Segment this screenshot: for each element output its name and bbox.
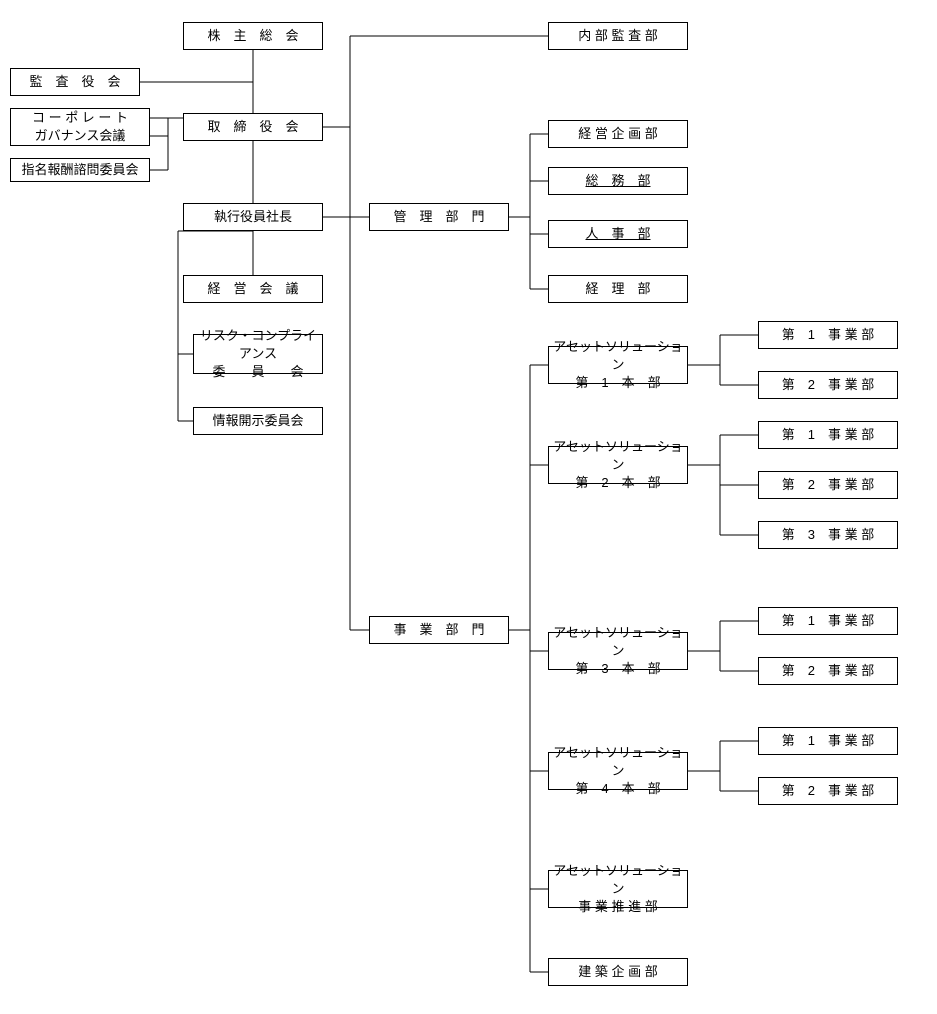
box-a4d2: 第 2 事 業 部 <box>758 777 898 805</box>
label: 第 2 事 業 部 <box>782 662 874 680</box>
label-line1: リスク・コンプライアンス <box>198 327 318 363</box>
box-auditors: 監 査 役 会 <box>10 68 140 96</box>
label-line2: ガバナンス会議 <box>35 127 126 145</box>
label: 経 営 企 画 部 <box>578 125 657 143</box>
box-asset2: アセットソリューション 第 2 本 部 <box>548 446 688 484</box>
label: 第 2 事 業 部 <box>782 376 874 394</box>
label-line2: 第 4 本 部 <box>575 780 660 798</box>
label-line2: 第 3 本 部 <box>575 660 660 678</box>
label: 第 2 事 業 部 <box>782 476 874 494</box>
label: 経 営 会 議 <box>207 280 298 298</box>
box-internal-audit: 内 部 監 査 部 <box>548 22 688 50</box>
box-a4d1: 第 1 事 業 部 <box>758 727 898 755</box>
box-risk: リスク・コンプライアンス 委 員 会 <box>193 334 323 374</box>
label: 第 1 事 業 部 <box>782 326 874 344</box>
box-a2d2: 第 2 事 業 部 <box>758 471 898 499</box>
box-admin: 管 理 部 門 <box>369 203 509 231</box>
label: 管 理 部 門 <box>393 208 484 226</box>
label-line2: 事 業 推 進 部 <box>578 898 657 916</box>
label-line1: アセットソリューション <box>553 862 683 898</box>
box-general-affairs: 総 務 部 <box>548 167 688 195</box>
label-line1: アセットソリューション <box>553 744 683 780</box>
label: 人 事 部 <box>585 225 650 243</box>
box-a1d2: 第 2 事 業 部 <box>758 371 898 399</box>
label: 株 主 総 会 <box>207 27 298 45</box>
box-a2d3: 第 3 事 業 部 <box>758 521 898 549</box>
label: 第 3 事 業 部 <box>782 526 874 544</box>
box-asset-promo: アセットソリューション 事 業 推 進 部 <box>548 870 688 908</box>
box-asset3: アセットソリューション 第 3 本 部 <box>548 632 688 670</box>
box-accounting: 経 理 部 <box>548 275 688 303</box>
box-a2d1: 第 1 事 業 部 <box>758 421 898 449</box>
label: 経 理 部 <box>585 280 650 298</box>
box-mgmt-meeting: 経 営 会 議 <box>183 275 323 303</box>
box-shareholders: 株 主 総 会 <box>183 22 323 50</box>
label: 監 査 役 会 <box>29 73 120 91</box>
box-asset1: アセットソリューション 第 1 本 部 <box>548 346 688 384</box>
box-governance: コ ー ポ レ ー ト ガバナンス会議 <box>10 108 150 146</box>
org-chart-lines <box>0 0 937 1014</box>
label: 情報開示委員会 <box>212 412 303 430</box>
label-line2: 第 1 本 部 <box>575 374 660 392</box>
box-president: 執行役員社長 <box>183 203 323 231</box>
box-nomination: 指名報酬諮問委員会 <box>10 158 150 182</box>
label: 事 業 部 門 <box>393 621 484 639</box>
label: 第 1 事 業 部 <box>782 426 874 444</box>
label: 第 1 事 業 部 <box>782 732 874 750</box>
box-asset4: アセットソリューション 第 4 本 部 <box>548 752 688 790</box>
label: 執行役員社長 <box>214 208 292 226</box>
label: 指名報酬諮問委員会 <box>21 161 138 179</box>
label-line1: アセットソリューション <box>553 438 683 474</box>
label: 内 部 監 査 部 <box>578 27 657 45</box>
box-a1d1: 第 1 事 業 部 <box>758 321 898 349</box>
box-hr: 人 事 部 <box>548 220 688 248</box>
label: 建 築 企 画 部 <box>578 963 657 981</box>
label-line1: アセットソリューション <box>553 338 683 374</box>
label-line1: コ ー ポ レ ー ト <box>32 109 128 127</box>
box-disclosure: 情報開示委員会 <box>193 407 323 435</box>
label-line2: 第 2 本 部 <box>575 474 660 492</box>
label-line1: アセットソリューション <box>553 624 683 660</box>
label: 取 締 役 会 <box>207 118 298 136</box>
label: 第 2 事 業 部 <box>782 782 874 800</box>
box-planning: 経 営 企 画 部 <box>548 120 688 148</box>
box-construction: 建 築 企 画 部 <box>548 958 688 986</box>
label-line2: 委 員 会 <box>212 363 303 381</box>
box-business: 事 業 部 門 <box>369 616 509 644</box>
box-directors: 取 締 役 会 <box>183 113 323 141</box>
label: 総 務 部 <box>585 172 650 190</box>
label: 第 1 事 業 部 <box>782 612 874 630</box>
box-a3d2: 第 2 事 業 部 <box>758 657 898 685</box>
box-a3d1: 第 1 事 業 部 <box>758 607 898 635</box>
